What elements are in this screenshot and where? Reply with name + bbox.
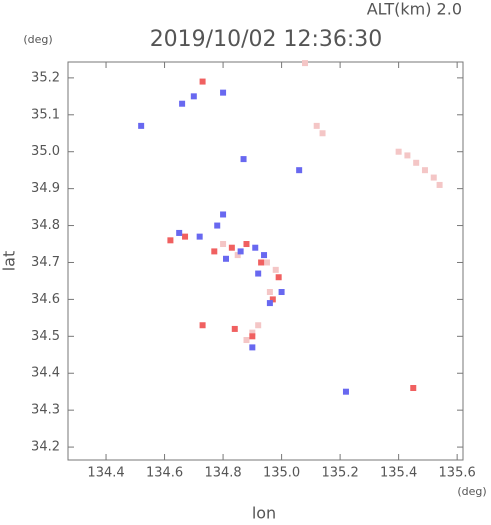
y-unit: (deg): [23, 33, 52, 46]
x-tick-label: 134.4: [87, 466, 124, 481]
echo-point: [190, 93, 197, 100]
echo-point: [266, 289, 273, 296]
echo-point: [220, 89, 227, 96]
echo-point: [182, 233, 189, 240]
x-unit: (deg): [457, 485, 486, 498]
echo-point: [243, 241, 250, 248]
echo-point: [220, 241, 227, 248]
echo-point: [228, 244, 235, 251]
echo-point: [255, 322, 262, 329]
echo-point: [436, 181, 443, 188]
echo-point: [223, 255, 229, 262]
chart-title: 2019/10/02 12:36:30: [150, 27, 383, 52]
echo-point: [413, 159, 420, 166]
echo-point: [278, 289, 285, 296]
echo-point: [243, 337, 250, 344]
echo-point: [263, 259, 270, 266]
y-tick-label: 34.9: [31, 181, 60, 196]
echo-point: [249, 333, 256, 340]
echo-point: [313, 122, 320, 129]
echo-point: [395, 148, 402, 155]
echo-point: [275, 274, 282, 281]
echo-point: [269, 296, 276, 303]
x-tick-label: 135.2: [322, 466, 359, 481]
echo-point: [176, 229, 183, 236]
y-tick-label: 35.2: [31, 70, 60, 85]
echo-point: [249, 329, 256, 336]
plot-frame: [67, 61, 464, 461]
x-axis-label: lon: [252, 504, 276, 522]
y-tick-label: 34.3: [31, 403, 60, 418]
y-tick-label: 34.6: [31, 292, 60, 307]
y-tick-label: 34.5: [31, 329, 60, 344]
x-tick-label: 135.4: [380, 466, 417, 481]
echo-point: [342, 388, 349, 395]
echo-point: [296, 167, 303, 174]
echo-point: [261, 252, 268, 259]
y-tick-label: 34.2: [31, 440, 60, 455]
y-tick-label: 35.0: [31, 144, 60, 159]
echo-point: [214, 222, 221, 229]
echo-point: [138, 122, 145, 129]
x-tick-label: 135.0: [263, 466, 300, 481]
echo-point: [220, 211, 227, 218]
echo-point: [167, 237, 174, 244]
echo-point: [179, 100, 186, 107]
y-tick-label: 34.7: [31, 255, 60, 270]
y-tick-label: 34.4: [31, 366, 60, 381]
echo-point: [255, 270, 262, 277]
y-tick-label: 34.8: [31, 218, 60, 233]
echo-point: [234, 252, 241, 259]
x-tick-label: 134.6: [146, 466, 183, 481]
echo-point: [237, 248, 244, 255]
echo-point: [272, 266, 279, 273]
echo-point: [404, 152, 411, 159]
x-tick-label: 134.8: [204, 466, 241, 481]
chart-subtitle: ALT(km) 2.0: [367, 0, 462, 19]
echo-point: [266, 300, 273, 307]
y-axis-label: lat: [0, 251, 19, 272]
x-tick-label: 135.6: [439, 466, 476, 481]
echo-point: [319, 130, 326, 137]
echo-point: [430, 174, 437, 181]
echo-point: [199, 322, 206, 329]
echo-point: [231, 325, 238, 332]
echo-point: [410, 385, 417, 392]
echo-point: [302, 60, 308, 67]
echo-point: [252, 244, 259, 251]
echo-point: [211, 248, 218, 255]
y-tick-label: 35.1: [31, 107, 60, 122]
echo-point: [199, 78, 206, 85]
echo-point: [421, 167, 428, 174]
echo-point: [249, 344, 256, 351]
echo-point: [196, 233, 203, 240]
echo-point: [258, 259, 265, 266]
echo-point: [240, 156, 247, 163]
